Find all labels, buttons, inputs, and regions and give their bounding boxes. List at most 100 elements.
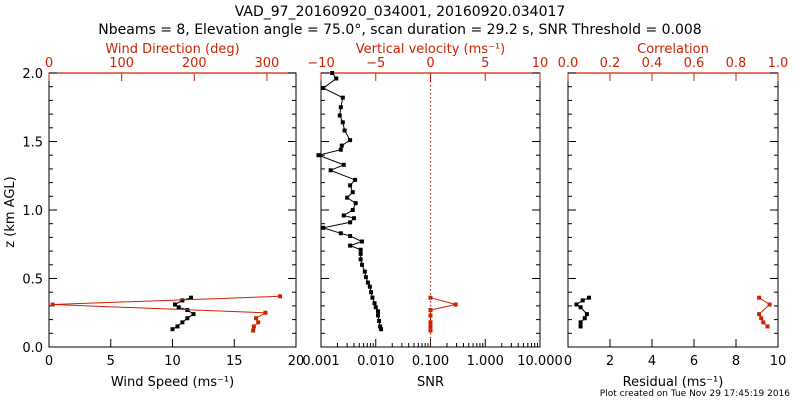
series-point-snr-top [428,308,433,313]
series-point-snr-bottom [350,208,355,212]
top-axis-title: Wind Direction (deg) [105,42,239,57]
top-tick-label: 100 [109,56,134,71]
bottom-tick-label: 4 [648,354,656,369]
top-tick-label: −5 [366,56,385,71]
series-point-wind-bottom [170,327,175,332]
series-point-snr-bottom [365,280,370,285]
series-point-wind-bottom [180,320,185,325]
bottom-tick-label: 0.010 [357,354,394,369]
series-point-snr-bottom [370,295,375,300]
series-point-residual-top [757,295,762,300]
series-point-snr-bottom [350,190,355,195]
series-point-wind-top [251,328,256,333]
series-point-snr-bottom [340,120,345,125]
z-tick-label: 0.0 [22,341,43,356]
series-point-residual-bottom [578,324,583,329]
bottom-tick-label: 15 [226,354,243,369]
bottom-tick-label: 0 [45,354,53,369]
series-point-snr-top [428,324,433,329]
top-tick-label: 0.2 [600,56,621,71]
series-point-snr-bottom [358,247,363,252]
bottom-tick-label: 6 [690,354,698,369]
series-point-residual-top [765,324,770,329]
series-point-snr-bottom [328,168,333,173]
top-tick-label: 10 [532,56,549,71]
series-point-snr-bottom [367,284,372,289]
bottom-tick-label: 0.001 [302,354,339,369]
top-tick-label: 300 [255,56,280,71]
panel-frame [567,72,779,348]
top-axis-title: Correlation [637,42,709,57]
series-point-snr-bottom [376,309,381,314]
series-point-wind-bottom [185,316,190,321]
series-point-wind-bottom [172,302,177,307]
series-point-residual-bottom [587,295,591,300]
z-axis-label: z (km AGL) [3,176,18,247]
top-tick-label: −10 [307,56,334,71]
series-point-snr-bottom [345,195,350,200]
series-point-snr-bottom [363,275,368,280]
series-point-snr-top [428,328,433,333]
series-point-residual-bottom [574,302,579,307]
series-point-snr-bottom [340,95,345,100]
top-tick-label: 0 [45,56,53,71]
series-point-snr-bottom [378,324,383,329]
bottom-tick-label: 2 [606,354,614,369]
series-point-residual-bottom [584,312,589,317]
series-point-snr-top [453,302,458,307]
series-point-snr-bottom [372,301,377,306]
series-point-snr-bottom [348,183,353,188]
series-point-snr-bottom [362,269,367,274]
series-point-snr-bottom [342,128,347,133]
series-point-snr-top [428,320,433,325]
top-tick-label: 0.8 [726,56,747,71]
series-point-snr-bottom [353,201,358,206]
bottom-tick-label: 0.100 [412,354,449,369]
top-axis-title: Vertical velocity (ms⁻¹) [356,42,505,57]
bottom-tick-label: 10 [770,354,787,369]
top-tick-label: 200 [182,56,207,71]
top-tick-label: 5 [481,56,489,71]
series-point-snr-bottom [330,71,335,75]
series-point-snr-bottom [338,147,343,152]
series-line-snr-top [430,297,456,331]
series-point-wind-top [50,302,55,307]
series-point-wind-top [251,324,256,329]
series-point-wind-bottom [180,298,185,303]
series-point-snr-bottom [359,262,364,267]
series-point-snr-bottom [373,305,378,310]
series-point-snr-bottom [321,225,326,230]
bottom-tick-label: 8 [732,354,740,369]
series-point-residual-bottom [582,316,587,321]
top-tick-label: 0.6 [684,56,705,71]
z-tick-label: 1.0 [22,204,43,219]
series-point-wind-top [263,310,268,315]
series-point-snr-bottom [348,138,353,143]
series-line-wind-bottom [172,297,195,330]
series-point-wind-bottom [191,312,196,317]
z-tick-label: 0.5 [22,273,43,288]
series-point-residual-top [759,316,764,321]
series-point-wind-top [278,294,283,299]
series-point-snr-top [428,313,433,318]
series-point-snr-bottom [334,76,339,81]
series-point-residual-top [757,312,762,317]
figure-subtitle: Nbeams = 8, Elevation angle = 75.0°, sca… [98,22,701,38]
bottom-tick-label: 0 [564,354,572,369]
series-point-wind-bottom [176,305,181,310]
panel-snr: 0.001 0.010 0.100 1.000 10.000 SNR −10 −5 0 5 10 Ve… [302,42,562,390]
top-tick-label: 0.4 [642,56,663,71]
top-tick-label: 0.0 [558,56,579,71]
series-point-snr-bottom [348,243,353,248]
series-point-snr-bottom [341,162,346,167]
series-point-wind-top [254,316,259,321]
series-line-wind-top [52,295,281,331]
series-point-snr-bottom [348,234,353,239]
bottom-tick-label: 10.000 [517,354,563,369]
series-point-snr-bottom [377,318,382,323]
bottom-tick-label: 10 [164,354,181,369]
series-point-residual-top [761,320,766,325]
